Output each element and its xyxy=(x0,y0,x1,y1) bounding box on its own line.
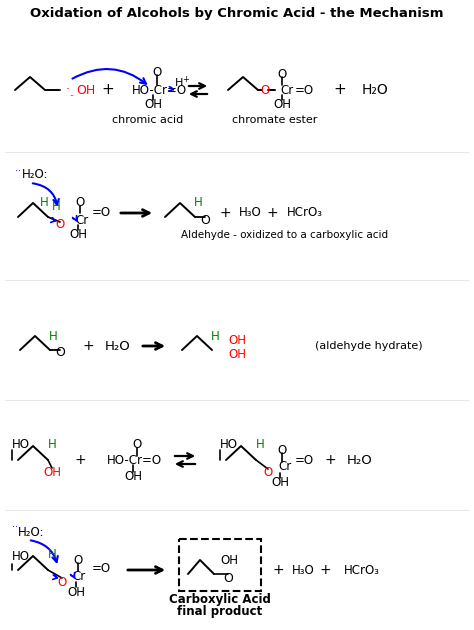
Text: H: H xyxy=(47,549,56,561)
Text: HCrO₃: HCrO₃ xyxy=(344,563,380,576)
Text: OH: OH xyxy=(220,554,238,566)
Text: Cr: Cr xyxy=(280,84,293,96)
Text: O: O xyxy=(200,214,210,227)
Text: +: + xyxy=(319,563,331,577)
Text: +: + xyxy=(324,453,336,467)
Text: final product: final product xyxy=(177,605,263,619)
Text: O: O xyxy=(55,346,65,360)
Text: H: H xyxy=(255,438,264,452)
Text: (aldehyde hydrate): (aldehyde hydrate) xyxy=(315,341,423,351)
Text: H₂O: H₂O xyxy=(105,340,131,353)
Text: +: + xyxy=(272,563,284,577)
Text: H₂O: H₂O xyxy=(362,83,388,97)
Text: O: O xyxy=(132,438,142,452)
Text: O: O xyxy=(223,571,233,585)
Text: +: + xyxy=(266,206,278,220)
Text: ··: ·· xyxy=(69,93,74,101)
Text: HO-Cr=O: HO-Cr=O xyxy=(107,454,162,466)
Text: HO-Cr=O: HO-Cr=O xyxy=(132,84,187,96)
Text: HO: HO xyxy=(220,438,238,452)
Text: H: H xyxy=(175,78,183,88)
Text: OH: OH xyxy=(271,476,289,490)
Text: Cr: Cr xyxy=(72,570,85,583)
Text: H: H xyxy=(193,197,202,210)
Text: =O: =O xyxy=(295,454,314,466)
Text: HO: HO xyxy=(12,551,30,563)
Text: O: O xyxy=(57,575,67,588)
Text: +: + xyxy=(182,76,189,84)
Text: H: H xyxy=(40,197,48,210)
Text: HCrO₃: HCrO₃ xyxy=(287,207,323,219)
Text: Oxidation of Alcohols by Chromic Acid - the Mechanism: Oxidation of Alcohols by Chromic Acid - … xyxy=(30,8,444,21)
Text: O: O xyxy=(73,554,82,566)
Text: +: + xyxy=(334,83,346,98)
Text: OH: OH xyxy=(76,84,95,96)
Text: H₂O:: H₂O: xyxy=(18,525,45,539)
Text: H₂O:: H₂O: xyxy=(22,168,48,181)
Text: ·: · xyxy=(66,84,70,96)
Text: =O: =O xyxy=(295,84,314,96)
Text: =O: =O xyxy=(92,207,111,219)
Text: OH: OH xyxy=(43,466,61,479)
Text: H₃O: H₃O xyxy=(238,207,261,219)
Text: O: O xyxy=(152,66,162,79)
Text: OH: OH xyxy=(67,585,85,598)
FancyBboxPatch shape xyxy=(179,539,261,591)
Text: H: H xyxy=(52,200,60,214)
Text: ·: · xyxy=(58,85,62,95)
Text: chromate ester: chromate ester xyxy=(232,115,318,125)
Text: +: + xyxy=(101,83,114,98)
Text: ··: ·· xyxy=(12,522,18,532)
Text: H₃O: H₃O xyxy=(292,563,314,576)
Text: HO: HO xyxy=(12,438,30,452)
Text: H₂O: H₂O xyxy=(347,454,373,466)
Text: H: H xyxy=(49,329,57,343)
Text: OH: OH xyxy=(69,227,87,241)
Text: +: + xyxy=(74,453,86,467)
Text: O: O xyxy=(277,67,287,81)
Text: OH: OH xyxy=(124,471,142,483)
Text: O: O xyxy=(75,197,85,210)
Text: OH: OH xyxy=(228,348,246,360)
Text: +: + xyxy=(82,339,94,353)
Text: chromic acid: chromic acid xyxy=(112,115,183,125)
Text: O: O xyxy=(264,466,273,479)
Text: Cr: Cr xyxy=(278,461,291,474)
Text: H: H xyxy=(210,329,219,343)
Text: =O: =O xyxy=(92,563,111,575)
Text: OH: OH xyxy=(228,335,246,348)
Text: OH: OH xyxy=(273,98,291,112)
Text: O: O xyxy=(260,84,270,96)
Text: Aldehyde - oxidized to a carboxylic acid: Aldehyde - oxidized to a carboxylic acid xyxy=(182,230,389,240)
Text: Carboxylic Acid: Carboxylic Acid xyxy=(169,593,271,607)
Text: +: + xyxy=(219,206,231,220)
Text: ··: ·· xyxy=(15,166,21,176)
Text: O: O xyxy=(55,219,64,231)
Text: OH: OH xyxy=(144,98,162,112)
Text: H: H xyxy=(47,438,56,452)
Text: Cr: Cr xyxy=(75,214,88,227)
Text: O: O xyxy=(277,444,287,457)
